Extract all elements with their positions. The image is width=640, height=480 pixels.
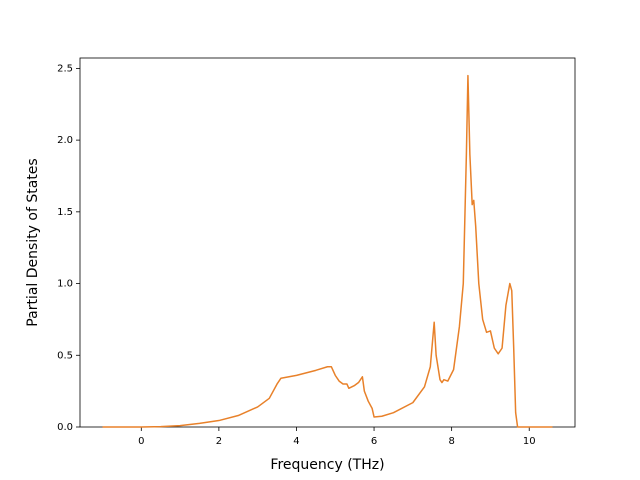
x-tick-label: 10 [523, 436, 536, 447]
y-tick-label: 0.5 [57, 350, 73, 361]
y-axis-label: Partial Density of States [25, 158, 41, 326]
x-tick-label: 0 [138, 436, 144, 447]
y-tick-label: 1.0 [57, 279, 73, 290]
x-tick-label: 8 [448, 436, 454, 447]
x-tick-label: 2 [216, 436, 222, 447]
data-line [102, 74, 553, 428]
y-tick-label: 2.0 [57, 135, 73, 146]
x-axis-label: Frequency (THz) [270, 457, 384, 473]
axes-frame [79, 57, 576, 428]
y-tick-label: 2.5 [57, 63, 73, 74]
y-tick-label: 0.0 [57, 422, 73, 433]
x-tick-label: 4 [293, 436, 299, 447]
x-tick-label: 6 [371, 436, 377, 447]
y-tick-label: 1.5 [57, 207, 73, 218]
